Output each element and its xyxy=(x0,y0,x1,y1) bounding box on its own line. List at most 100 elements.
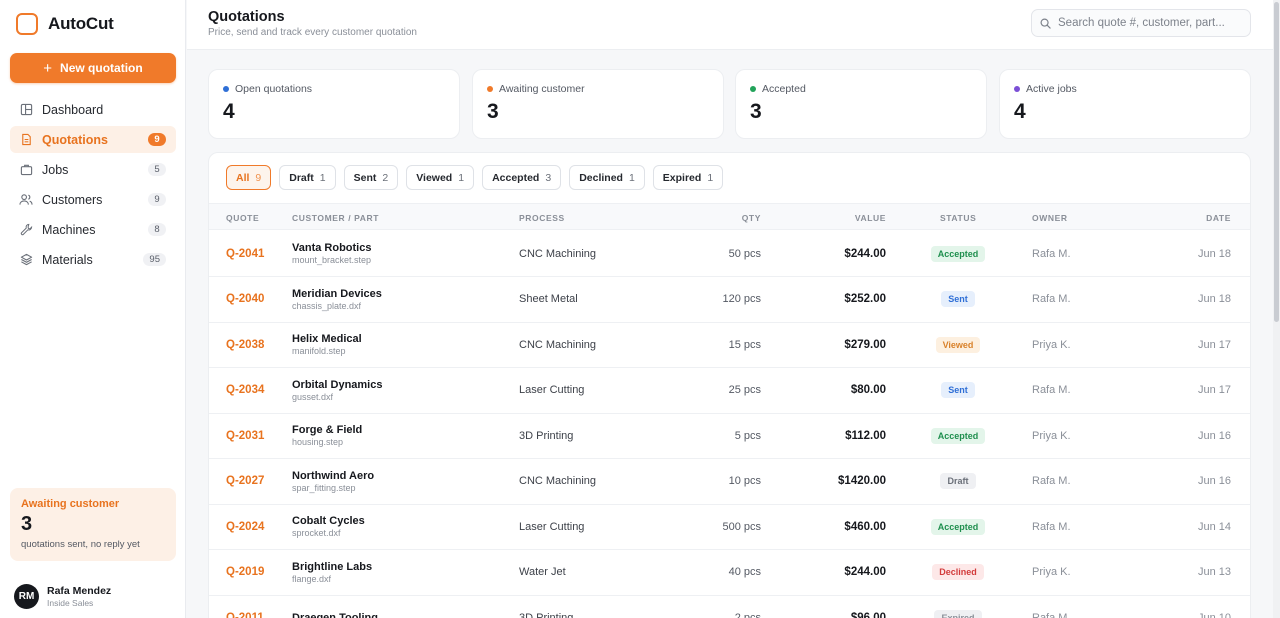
quote-number-link[interactable]: Q-2024 xyxy=(226,520,265,533)
table-row[interactable]: Q-2041 Vanta Robotics mount_bracket.step CN… xyxy=(209,231,1250,277)
customer-cell: Meridian Devices chassis_plate.dxf xyxy=(292,277,382,322)
status-badge: Accepted xyxy=(930,245,986,262)
stat-label-text: Open quotations xyxy=(235,83,313,95)
status-badge: Expired xyxy=(934,609,982,618)
table-row[interactable]: Q-2034 Orbital Dynamics gusset.dxf Laser Cu… xyxy=(209,368,1250,414)
quantity: 10 pcs xyxy=(728,475,761,487)
stat-value: 3 xyxy=(487,100,499,123)
process: CNC Machining xyxy=(519,338,597,351)
quote-number-link[interactable]: Q-2041 xyxy=(226,247,265,260)
owner: Rafa M. xyxy=(1032,293,1071,305)
quotations-table-card: All 9 Draft 1 Sent 2 Viewed 1 Accepted 3 Declined 1… xyxy=(208,152,1251,618)
status-cell: Accepted xyxy=(913,504,1003,549)
table-row[interactable]: Q-2038 Helix Medical manifold.step CNC Mach… xyxy=(209,322,1250,368)
sidebar-item-quotations[interactable]: Quotations 9 xyxy=(10,126,176,153)
column-status[interactable]: STATUS xyxy=(940,213,977,223)
sidebar-item-jobs[interactable]: Jobs 5 xyxy=(10,156,176,183)
brand-name: AutoCut xyxy=(48,14,114,33)
value: $244.00 xyxy=(844,566,886,578)
status-dot-icon xyxy=(487,86,493,92)
filter-count: 1 xyxy=(707,171,714,184)
filter-sent[interactable]: Sent 2 xyxy=(343,165,399,190)
quote-number-link[interactable]: Q-2031 xyxy=(226,429,265,442)
customer-cell: Orbital Dynamics gusset.dxf xyxy=(292,368,382,413)
status-filters: All 9 Draft 1 Sent 2 Viewed 1 Accepted 3 Declined 1… xyxy=(226,165,724,190)
stat-label: Open quotations xyxy=(223,83,445,95)
sidebar: AutoCut + New quotation Dashboard Quotati… xyxy=(0,0,186,618)
sidebar-item-customers[interactable]: Customers 9 xyxy=(10,186,176,213)
table-row[interactable]: Q-2031 Forge & Field housing.step 3D Printi… xyxy=(209,413,1250,459)
page-scrollbar[interactable] xyxy=(1273,0,1280,618)
column-customer[interactable]: CUSTOMER / PART xyxy=(292,213,380,223)
filter-accepted[interactable]: Accepted 3 xyxy=(482,165,562,190)
sidebar-item-machines[interactable]: Machines 8 xyxy=(10,216,176,243)
customer-name: Orbital Dynamics xyxy=(292,378,383,391)
sidebar-item-label: Machines xyxy=(42,222,96,237)
new-quotation-button[interactable]: + New quotation xyxy=(10,53,176,83)
table-row[interactable]: Q-2027 Northwind Aero spar_fitting.step CNC… xyxy=(209,459,1250,505)
stat-card-awaiting-customer[interactable]: Awaiting customer 3 xyxy=(472,69,724,139)
search-box[interactable] xyxy=(1031,9,1251,37)
quote-number-link[interactable]: Q-2038 xyxy=(226,338,265,351)
table-row[interactable]: Q-2019 Brightline Labs flange.dxf Water Jet… xyxy=(209,550,1250,596)
sidebar-item-dashboard[interactable]: Dashboard xyxy=(10,96,176,123)
filter-label: All xyxy=(236,171,250,184)
table-row[interactable]: Q-2024 Cobalt Cycles sprocket.dxf Laser Cut… xyxy=(209,504,1250,550)
column-qty[interactable]: QTY xyxy=(741,213,761,223)
customer-name: Vanta Robotics xyxy=(292,242,372,254)
column-value[interactable]: VALUE xyxy=(854,213,886,223)
stat-card-accepted[interactable]: Accepted 3 xyxy=(735,69,987,139)
awaiting-subtitle: quotations sent, no reply yet xyxy=(21,539,140,550)
filter-count: 1 xyxy=(319,171,326,184)
stat-label: Accepted xyxy=(750,83,972,95)
status-cell: Sent xyxy=(913,277,1003,322)
brand[interactable]: AutoCut xyxy=(16,13,114,35)
column-date[interactable]: DATE xyxy=(1206,213,1231,223)
awaiting-customer-card[interactable]: Awaiting customer 3 quotations sent, no … xyxy=(10,488,176,561)
column-process[interactable]: PROCESS xyxy=(519,213,565,223)
search-icon xyxy=(1040,18,1051,29)
logo-icon xyxy=(16,13,38,35)
value: $252.00 xyxy=(844,293,886,305)
part-file: housing.step xyxy=(292,437,344,447)
filter-all[interactable]: All 9 xyxy=(226,165,272,190)
process: 3D Printing xyxy=(519,429,574,442)
status-cell: Accepted xyxy=(913,231,1003,276)
user-profile[interactable]: RM Rafa Mendez Inside Sales xyxy=(14,584,111,609)
status-dot-icon xyxy=(223,86,229,92)
value: $244.00 xyxy=(844,247,886,260)
table-row[interactable]: Q-2011 Draegen Tooling 3D Printing 2 pcs $96… xyxy=(209,595,1250,618)
sidebar-item-label: Materials xyxy=(42,252,93,267)
search-input[interactable] xyxy=(1058,17,1238,29)
quote-number-link[interactable]: Q-2034 xyxy=(226,384,265,396)
stat-card-open-quotations[interactable]: Open quotations 4 xyxy=(208,69,460,139)
quote-number-link[interactable]: Q-2040 xyxy=(226,293,265,305)
process: Water Jet xyxy=(519,566,566,578)
filter-declined[interactable]: Declined 1 xyxy=(569,165,645,190)
filter-draft[interactable]: Draft 1 xyxy=(279,165,336,190)
column-owner[interactable]: OWNER xyxy=(1032,213,1068,223)
quote-number-link[interactable]: Q-2019 xyxy=(226,566,265,578)
quote-number-link[interactable]: Q-2027 xyxy=(226,475,265,487)
status-badge: Viewed xyxy=(935,336,981,353)
sidebar-item-materials[interactable]: Materials 95 xyxy=(10,246,176,273)
customer-cell: Helix Medical manifold.step xyxy=(292,322,362,367)
customer-cell: Northwind Aero spar_fitting.step xyxy=(292,459,374,504)
value: $460.00 xyxy=(844,520,886,533)
scrollbar-thumb[interactable] xyxy=(1274,2,1279,322)
quote-number-link[interactable]: Q-2011 xyxy=(226,611,264,618)
value: $96.00 xyxy=(850,611,886,618)
sidebar-item-count: 9 xyxy=(148,193,166,206)
customer-cell: Cobalt Cycles sprocket.dxf xyxy=(292,504,365,549)
filter-viewed[interactable]: Viewed 1 xyxy=(406,165,475,190)
table-row[interactable]: Q-2040 Meridian Devices chassis_plate.dxf S… xyxy=(209,277,1250,323)
stat-card-active-jobs[interactable]: Active jobs 4 xyxy=(999,69,1251,139)
column-quote[interactable]: QUOTE xyxy=(226,213,260,223)
sidebar-item-count: 95 xyxy=(143,253,166,266)
filter-expired[interactable]: Expired 1 xyxy=(652,165,724,190)
owner: Priya K. xyxy=(1032,566,1071,578)
owner: Rafa M. xyxy=(1032,475,1071,487)
status-badge: Sent xyxy=(941,382,975,398)
table-header: QUOTE CUSTOMER / PART PROCESS QTY VALUE … xyxy=(209,203,1250,230)
stat-label-text: Awaiting customer xyxy=(499,83,585,95)
